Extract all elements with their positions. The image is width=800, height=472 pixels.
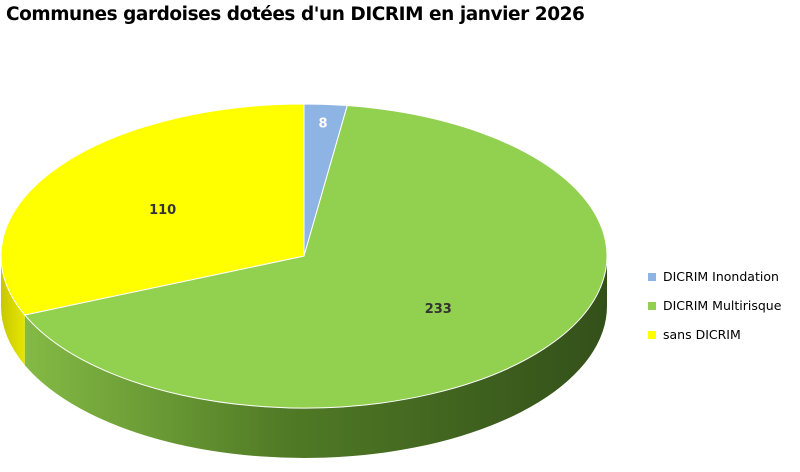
pie-slice-multirisque[interactable] bbox=[23, 105, 608, 409]
data-label-inondation: 8 bbox=[319, 117, 328, 132]
pie-side-sans-dicrim bbox=[1, 256, 25, 365]
legend-item-multirisque[interactable]: DICRIM Multirisque bbox=[648, 291, 781, 320]
chart-title: Communes gardoises dotées d'un DICRIM en… bbox=[6, 4, 585, 25]
legend-label-inondation: DICRIM Inondation bbox=[663, 269, 779, 284]
data-label-sans-dicrim: 110 bbox=[149, 203, 176, 218]
pie-slice-sans-dicrim[interactable] bbox=[0, 103, 305, 316]
legend-swatch-multirisque bbox=[648, 301, 656, 310]
legend-item-sans-dicrim[interactable]: sans DICRIM bbox=[648, 320, 781, 349]
pie-side-multirisque bbox=[24, 256, 608, 458]
legend-item-inondation[interactable]: DICRIM Inondation bbox=[648, 262, 781, 291]
legend-swatch-inondation bbox=[648, 272, 656, 281]
chart-legend: DICRIM Inondation DICRIM Multirisque san… bbox=[648, 262, 781, 349]
legend-label-sans-dicrim: sans DICRIM bbox=[663, 327, 741, 342]
legend-label-multirisque: DICRIM Multirisque bbox=[663, 298, 782, 313]
legend-swatch-sans-dicrim bbox=[648, 330, 656, 339]
data-label-multirisque: 233 bbox=[425, 302, 452, 317]
